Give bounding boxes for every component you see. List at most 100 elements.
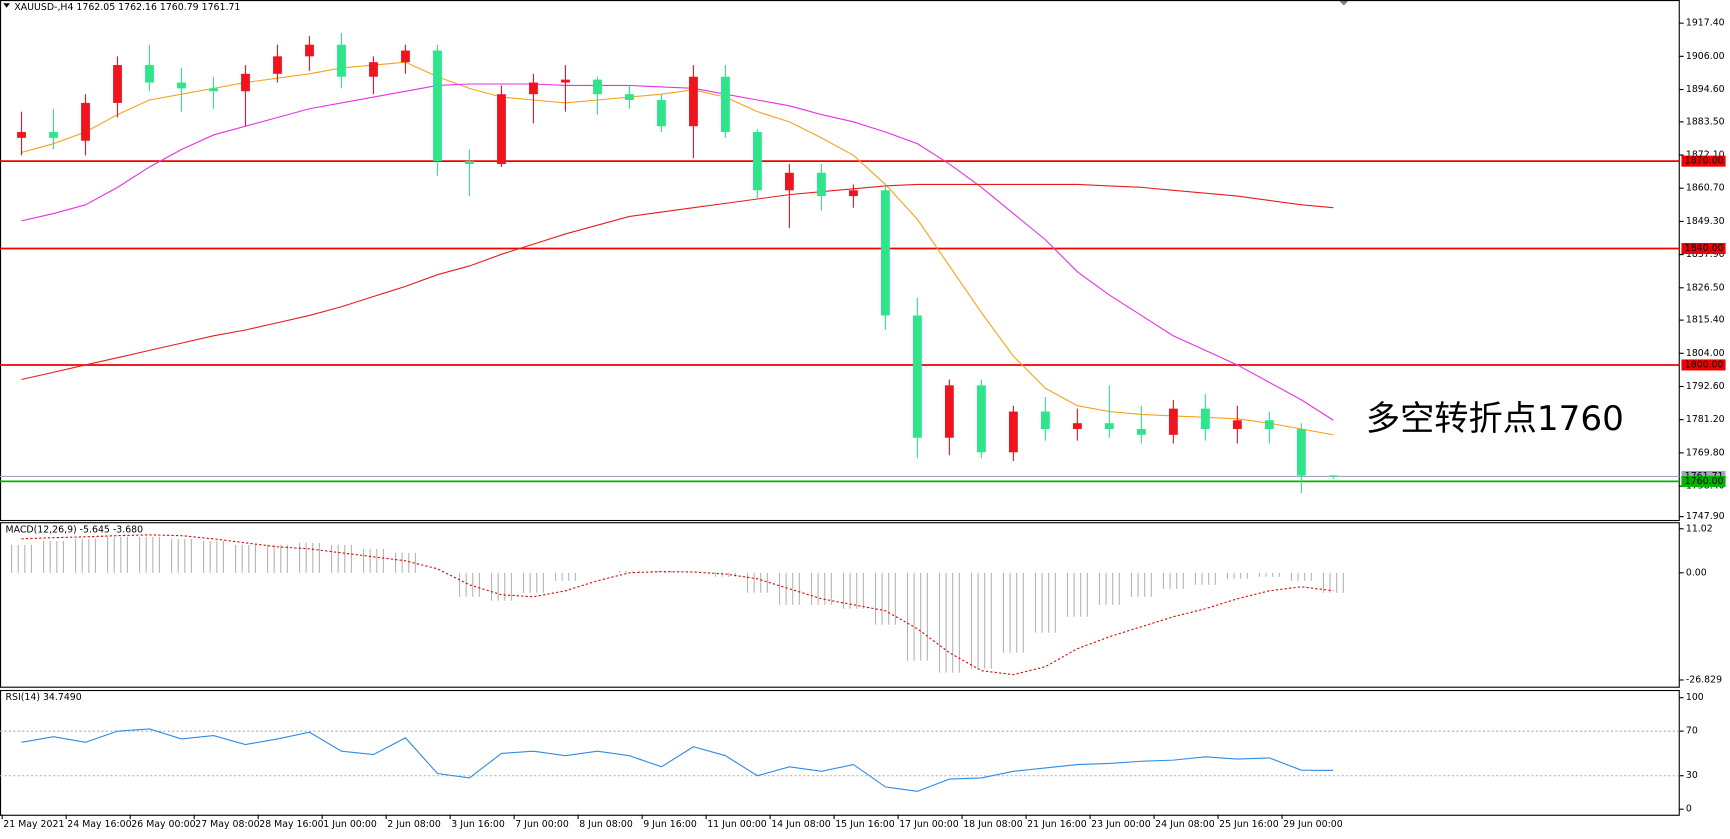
candle-body [1232, 420, 1242, 430]
level-box [1681, 475, 1726, 487]
panel-frame [0, 689, 1680, 816]
level-label: 1870.00 [1685, 156, 1724, 167]
x-tick-label: 1 Jun 00:00 [323, 819, 377, 830]
x-tick-label: 14 Jun 08:00 [771, 819, 831, 830]
y-tick-label: 1917.40 [1686, 18, 1725, 29]
candle-body [912, 315, 922, 438]
y-tick-label: 1849.30 [1686, 216, 1725, 227]
candle-body [1072, 423, 1082, 430]
candle-body [1200, 408, 1210, 430]
candle-body [976, 385, 986, 453]
candle-body [721, 76, 730, 133]
panel-title: XAUUSD-,H4 1762.05 1762.16 1760.79 1761.… [14, 2, 240, 13]
y-tick-label: 11.02 [1686, 523, 1713, 534]
x-tick-label: 7 Jun 00:00 [515, 819, 569, 830]
candle-body [849, 190, 858, 197]
x-tick-label: 24 May 16:00 [67, 819, 131, 830]
candle-body [1328, 475, 1338, 477]
y-tick-label: 1826.50 [1686, 282, 1725, 293]
moving-average [21, 83, 1334, 421]
y-tick-label: 1792.60 [1686, 381, 1725, 392]
panel-frame [0, 0, 1680, 522]
y-tick-label: 30 [1686, 770, 1698, 781]
candle-body [657, 100, 666, 127]
moving-average [21, 183, 1334, 381]
x-tick-label: 27 May 08:00 [195, 819, 259, 830]
candle-body [1136, 429, 1146, 435]
y-tick-label: 1872.10 [1686, 150, 1725, 161]
candle-body [113, 65, 122, 103]
candle-body [433, 50, 442, 162]
rsi-line [21, 728, 1334, 792]
y-tick-label: 1781.20 [1686, 414, 1725, 425]
y-tick-label: 70 [1686, 726, 1698, 737]
candle-body [465, 161, 474, 165]
candle-body [1104, 423, 1114, 430]
candle-body [944, 385, 954, 438]
candle-body [17, 132, 26, 138]
candle-body [1168, 408, 1178, 435]
x-tick-label: 25 Jun 16:00 [1219, 819, 1279, 830]
scroll-marker [1338, 0, 1350, 6]
candle-body [49, 132, 58, 138]
candle-body [593, 79, 602, 95]
candle-body [753, 132, 762, 191]
annotation: 多空转折点1760 [1366, 399, 1624, 439]
x-tick-label: 2 Jun 08:00 [387, 819, 441, 830]
x-tick-label: 17 Jun 00:00 [899, 819, 959, 830]
x-tick-label: 28 May 16:00 [259, 819, 323, 830]
panel-frame [0, 522, 1680, 688]
candle-body [177, 82, 186, 89]
level-label: 1800.00 [1685, 359, 1724, 370]
x-tick-label: 18 Jun 08:00 [963, 819, 1023, 830]
y-tick-label: 1747.90 [1686, 511, 1725, 522]
level-box [1681, 155, 1726, 167]
y-tick-label: 1906.00 [1686, 51, 1725, 62]
level-label: 1760.00 [1685, 476, 1724, 487]
x-tick-label: 3 Jun 16:00 [451, 819, 505, 830]
panel-title: MACD(12,26,9) -5.645 -3.680 [6, 524, 144, 535]
x-tick-label: 21 Jun 16:00 [1027, 819, 1087, 830]
x-tick-label: 8 Jun 08:00 [579, 819, 633, 830]
candle-body [880, 190, 890, 316]
candle-body [401, 50, 410, 63]
candle-body [369, 62, 378, 77]
x-tick-label: 15 Jun 16:00 [835, 819, 895, 830]
candle-body [209, 88, 218, 92]
y-tick-label: -26.829 [1686, 674, 1722, 685]
candle-body [497, 94, 506, 165]
level-label: 1840.00 [1685, 243, 1724, 254]
candle-body [273, 56, 282, 74]
moving-average [21, 61, 1334, 436]
candle-body [1296, 429, 1306, 476]
y-tick-label: 1804.00 [1686, 348, 1725, 359]
x-tick-label: 29 Jun 00:00 [1283, 819, 1343, 830]
y-tick-label: 1815.40 [1686, 315, 1725, 326]
y-tick-label: 0.00 [1686, 567, 1707, 578]
x-tick-label: 24 Jun 08:00 [1155, 819, 1215, 830]
y-tick-label: 1769.80 [1686, 447, 1725, 458]
x-tick-label: 9 Jun 16:00 [643, 819, 697, 830]
candle-body [337, 44, 346, 77]
candle-body [145, 65, 154, 83]
y-tick-label: 0 [1686, 804, 1692, 815]
candle-body [625, 94, 634, 101]
candle-body [529, 82, 538, 95]
x-tick-label: 21 May 2021 [3, 819, 64, 830]
y-tick-label: 1860.70 [1686, 183, 1725, 194]
y-tick-label: 100 [1686, 692, 1704, 703]
y-tick-label: 1883.50 [1686, 116, 1725, 127]
candle-body [241, 73, 250, 92]
candle-body [1008, 411, 1018, 453]
y-tick-label: 1894.60 [1686, 84, 1725, 95]
candle-body [785, 172, 794, 191]
y-tick-label: 1837.90 [1686, 249, 1725, 260]
candle-body [1264, 420, 1274, 430]
x-tick-label: 26 May 00:00 [131, 819, 195, 830]
candle-body [81, 102, 90, 141]
level-box [1681, 242, 1726, 255]
symbol-arrow [3, 3, 10, 8]
candle-body [561, 79, 570, 83]
